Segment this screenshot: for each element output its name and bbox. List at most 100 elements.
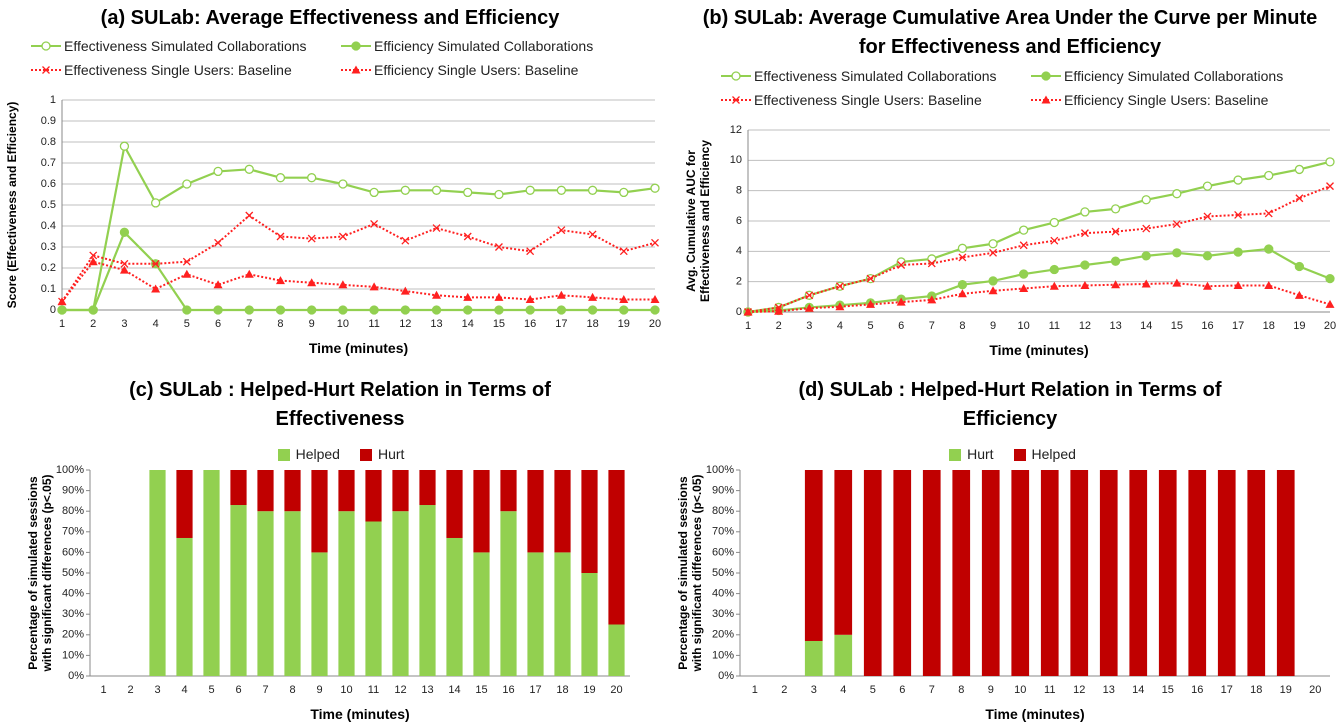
marker — [1172, 220, 1181, 228]
marker — [556, 290, 566, 299]
marker — [463, 187, 473, 198]
bar-segment — [608, 624, 625, 676]
x-tick-label: 10 — [340, 684, 352, 696]
marker — [400, 185, 410, 195]
bar-segment — [176, 537, 193, 676]
marker — [957, 289, 967, 298]
marker — [1142, 224, 1151, 233]
y-axis-title: Avg. Cumulative AUC for Effectiveness an… — [684, 139, 712, 303]
y-tick-label: 0.2 — [41, 262, 56, 274]
legend-swatch — [1031, 95, 1061, 104]
marker — [525, 185, 535, 195]
y-axis-title: Score (Effectiveness and Efficiency) — [5, 101, 19, 309]
marker — [89, 251, 98, 260]
x-tick-label: 6 — [215, 318, 221, 330]
bar-segment — [1011, 470, 1030, 676]
bar-segment — [203, 470, 220, 676]
marker — [1049, 217, 1059, 228]
marker — [307, 234, 316, 243]
y-tick-label: 4 — [736, 245, 742, 257]
marker — [1233, 175, 1243, 185]
marker — [213, 280, 223, 289]
legend: Helped Hurt — [0, 442, 680, 466]
x-tick-label: 11 — [368, 318, 379, 330]
bar-segment — [1099, 470, 1118, 676]
bar-segment — [581, 573, 598, 676]
bar-segment — [365, 521, 382, 676]
y-tick-label: 0.4 — [41, 220, 56, 232]
marker — [1019, 283, 1029, 292]
x-tick-label: 14 — [1132, 684, 1144, 696]
panel: 0%10%20%30%40%50%60%70%80%90%100%1 2 3 4 5 6 7… — [56, 464, 630, 696]
x-tick-label: 20 — [1309, 684, 1321, 696]
y-tick-label: 90% — [62, 485, 84, 497]
x-tick-label: 2 — [781, 684, 787, 696]
bar-segment — [1129, 470, 1148, 676]
x-axis-title: Time (minutes) — [985, 706, 1085, 722]
x-tick-label: 12 — [1079, 320, 1091, 332]
x-tick-label: 18 — [1263, 320, 1275, 332]
bar-segment — [419, 505, 436, 676]
marker — [57, 297, 67, 306]
bar-segment — [149, 470, 166, 676]
bar-segment — [893, 470, 912, 676]
marker — [119, 265, 129, 274]
marker — [213, 166, 223, 177]
x-tick-label: 11 — [368, 684, 379, 696]
marker — [1264, 170, 1274, 181]
x-tick-label: 4 — [153, 318, 159, 330]
marker — [307, 278, 317, 287]
x-tick-label: 8 — [958, 684, 964, 696]
marker — [1111, 227, 1120, 236]
bar-segment — [284, 470, 301, 512]
x-tick-label: 16 — [1191, 684, 1203, 696]
x-tick-label: 4 — [840, 684, 846, 696]
marker — [1264, 280, 1274, 289]
bar-segment — [230, 505, 247, 676]
marker — [338, 305, 348, 315]
marker — [182, 305, 192, 315]
x-tick-label: 7 — [929, 320, 935, 332]
marker — [650, 305, 660, 315]
bar-segment — [554, 552, 571, 676]
y-tick-label: 30% — [712, 608, 734, 620]
x-tick-label: 2 — [127, 684, 133, 696]
marker — [896, 297, 906, 306]
line — [747, 282, 1331, 313]
legend-label: Efficiency Single Users: Baseline — [1064, 92, 1269, 108]
marker — [338, 280, 348, 289]
bar-segment — [981, 470, 1000, 676]
legend-swatch — [721, 96, 751, 104]
marker — [338, 232, 347, 241]
legend-item: Helped — [1012, 442, 1076, 466]
bar-segment — [311, 470, 328, 553]
marker — [619, 305, 629, 315]
y-tick-label: 12 — [730, 124, 742, 136]
y-tick-label: 80% — [712, 505, 734, 517]
legend-swatch — [1013, 449, 1026, 461]
marker — [57, 305, 67, 315]
bar-segment — [1247, 470, 1266, 676]
marker — [244, 305, 254, 315]
marker — [988, 286, 998, 295]
legend-item: Efficiency Simulated Collaborations — [340, 34, 650, 58]
chart-title: (a) SULab: Average Effectiveness and Eff… — [100, 7, 560, 29]
y-tick-label: 60% — [62, 546, 84, 558]
x-tick-label: 18 — [556, 684, 568, 696]
marker — [525, 295, 535, 303]
legend-item: Effectiveness Simulated Collaborations — [720, 64, 1030, 88]
y-tick-label: 0.1 — [41, 283, 56, 295]
marker — [557, 226, 566, 235]
bar-segment — [473, 470, 490, 553]
y-tick-label: 10% — [712, 649, 734, 661]
marker — [651, 238, 659, 247]
y-tick-label: 10 — [730, 154, 742, 166]
swatch — [277, 449, 290, 461]
marker — [731, 71, 741, 81]
y-tick-label: 100% — [56, 464, 84, 476]
legend-label: Helped — [1031, 446, 1076, 462]
marker — [927, 259, 936, 268]
marker — [526, 247, 535, 256]
